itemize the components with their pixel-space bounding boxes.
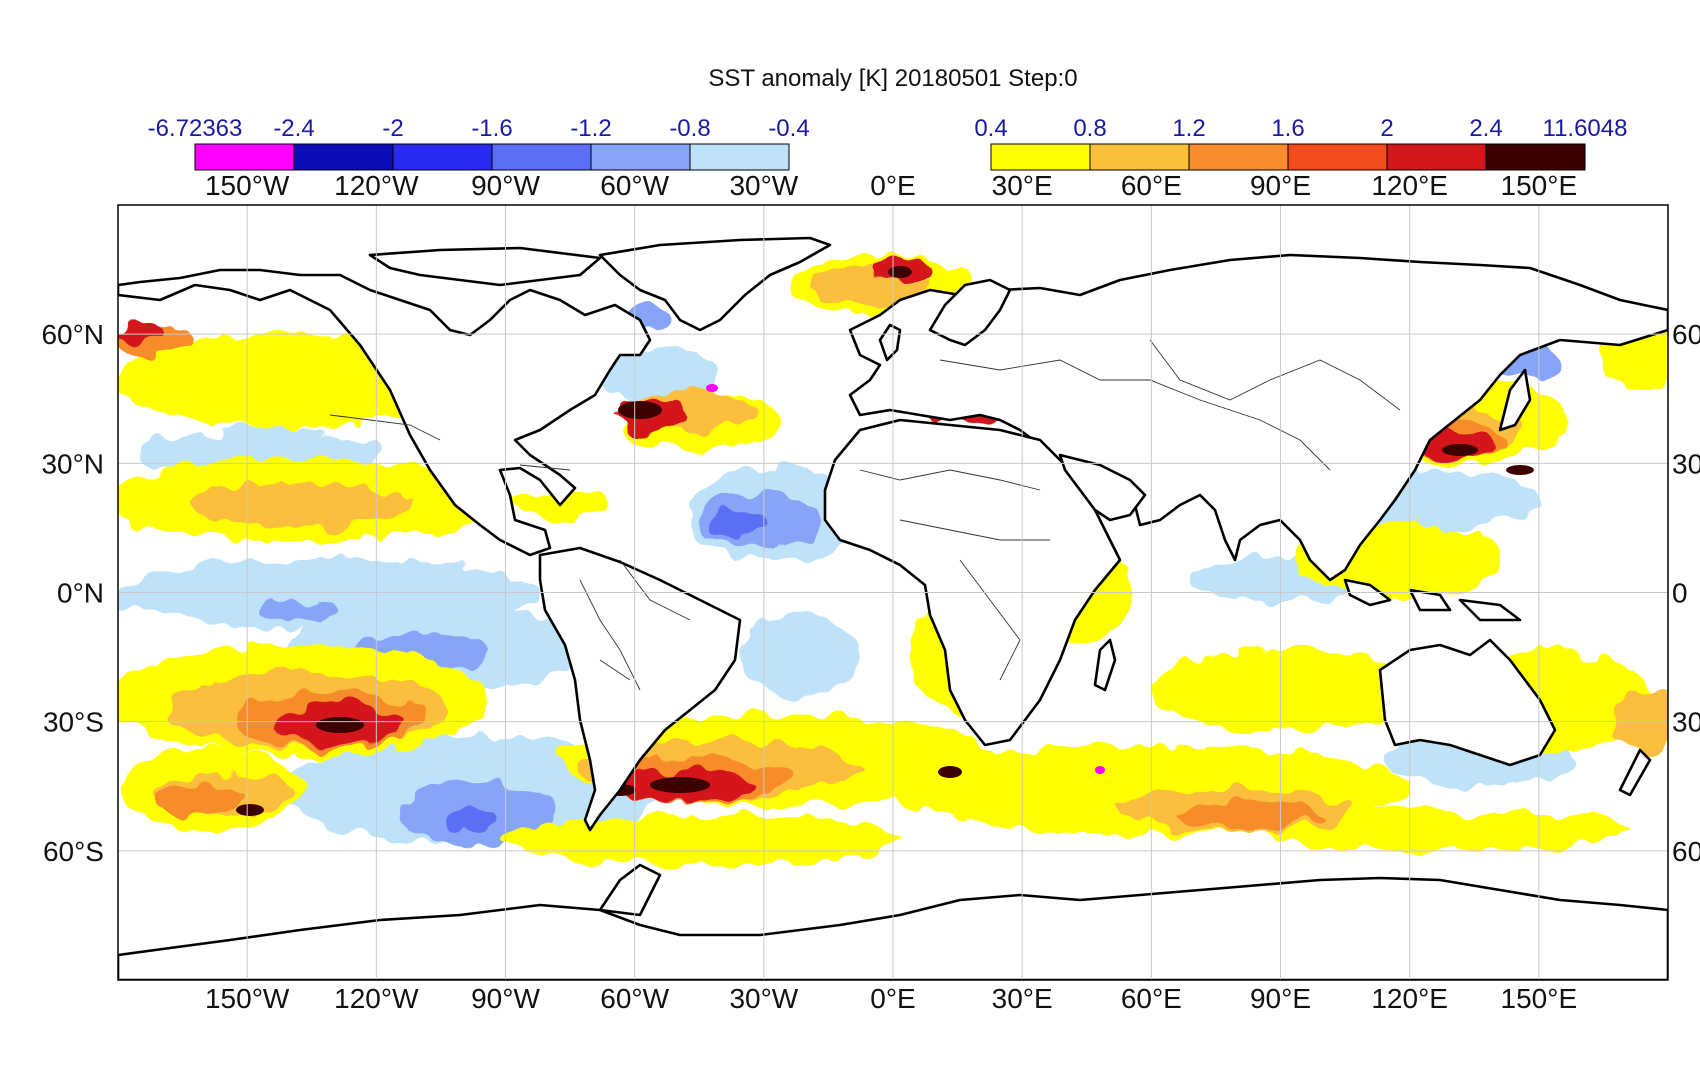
colorbar-tick-label: -2: [382, 115, 403, 142]
right-lat-label: 60: [1672, 836, 1700, 867]
top-lon-label: 90°W: [471, 170, 540, 201]
colorbar-segment: [590, 143, 691, 171]
bottom-lon-label: 60°E: [1121, 983, 1182, 1014]
colorbar-segment: [1386, 143, 1487, 171]
eurasia: [848, 253, 1668, 582]
right-lat-label: 30: [1672, 707, 1700, 738]
colorbar-tick-label: 1.2: [1172, 115, 1205, 142]
colorbar-tick-label: -1.6: [471, 115, 512, 142]
bottom-lon-label: 150°E: [1501, 983, 1578, 1014]
top-lon-label: 60°W: [600, 170, 669, 201]
colorbar-tick-label: 0.8: [1073, 115, 1106, 142]
bottom-lon-label: 30°E: [992, 983, 1053, 1014]
colorbar-segment: [1485, 143, 1586, 171]
top-lon-label: 30°E: [992, 170, 1053, 201]
colorbar-tick-label: -2.4: [273, 115, 314, 142]
colorbar-segment: [392, 143, 493, 171]
japan: [1498, 368, 1532, 432]
top-lon-label: 150°W: [205, 170, 290, 201]
right-lat-label: 60: [1672, 319, 1700, 350]
colorbar-tick-label: 0.4: [974, 115, 1007, 142]
colorbar-tick-label: -0.4: [768, 115, 809, 142]
plot-frame: [117, 204, 1669, 981]
negative-colorbar: -6.72363 -2.4 -2 -1.6 -1.2 -0.8 -0.4: [148, 115, 810, 171]
colorbar-tick-label: 2.4: [1469, 115, 1502, 142]
bottom-lon-label: 90°E: [1250, 983, 1311, 1014]
africa: [823, 418, 1122, 747]
top-lon-label: 90°E: [1250, 170, 1311, 201]
top-lon-label: 120°E: [1371, 170, 1448, 201]
top-lon-label: 150°E: [1501, 170, 1578, 201]
australia: [1378, 638, 1557, 767]
colorbar-tick-label: -0.8: [669, 115, 710, 142]
chart-title: SST anomaly [K] 20180501 Step:0: [708, 65, 1077, 92]
antarctic-peninsula: [598, 863, 662, 917]
positive-colorbar: 0.4 0.8 1.2 1.6 2 2.4 11.6048: [974, 115, 1628, 171]
scandinavia: [928, 278, 1012, 347]
madagascar: [1093, 638, 1117, 692]
bottom-lon-label: 150°W: [205, 983, 290, 1014]
top-lon-label: 120°W: [334, 170, 419, 201]
bottom-lon-label: 60°W: [600, 983, 669, 1014]
right-lat-label: 30: [1672, 448, 1700, 479]
bottom-lon-label: 90°W: [471, 983, 540, 1014]
colorbar-segment: [293, 143, 394, 171]
left-lat-label: 30°N: [41, 448, 104, 479]
graticule: [118, 205, 1668, 980]
arctic-islands: [368, 246, 602, 287]
colorbar-tick-label: 2: [1380, 115, 1393, 142]
colorbar-segment: [1287, 143, 1388, 171]
colorbar-segment: [990, 143, 1091, 171]
right-lat-label: 0: [1672, 578, 1688, 609]
arabian-peninsula: [1058, 453, 1147, 522]
colorbar-segment: [1188, 143, 1289, 171]
colorbar-tick-label: 1.6: [1271, 115, 1304, 142]
country-borders: [329, 339, 1401, 691]
top-lon-label: 60°E: [1121, 170, 1182, 201]
left-lat-label: 60°N: [41, 319, 104, 350]
bottom-lon-label: 0°E: [870, 983, 915, 1014]
colorbar-tick-label: -1.2: [570, 115, 611, 142]
bottom-lon-label: 120°E: [1371, 983, 1448, 1014]
new-zealand: [1618, 748, 1652, 797]
colorbar-tick-label: 11.6048: [1543, 115, 1628, 142]
bottom-lon-label: 30°W: [729, 983, 798, 1014]
left-lat-label: 30°S: [43, 707, 104, 738]
top-lon-label: 0°E: [870, 170, 915, 201]
colorbar-segment: [689, 143, 790, 171]
axis-labels: 150°W 150°W 120°W 120°W 90°W 90°W 60°W 60°W 30°W…: [41, 170, 1700, 1014]
bottom-lon-label: 120°W: [334, 983, 419, 1014]
left-lat-label: 0°N: [57, 578, 104, 609]
north-america: [118, 268, 652, 557]
top-lon-label: 30°W: [729, 170, 798, 201]
colorbar-tick-label: -6.72363: [148, 115, 243, 142]
left-lat-label: 60°S: [43, 836, 104, 867]
colorbar-segment: [491, 143, 592, 171]
colorbar-segment: [194, 143, 295, 171]
colorbar-segment: [1089, 143, 1190, 171]
